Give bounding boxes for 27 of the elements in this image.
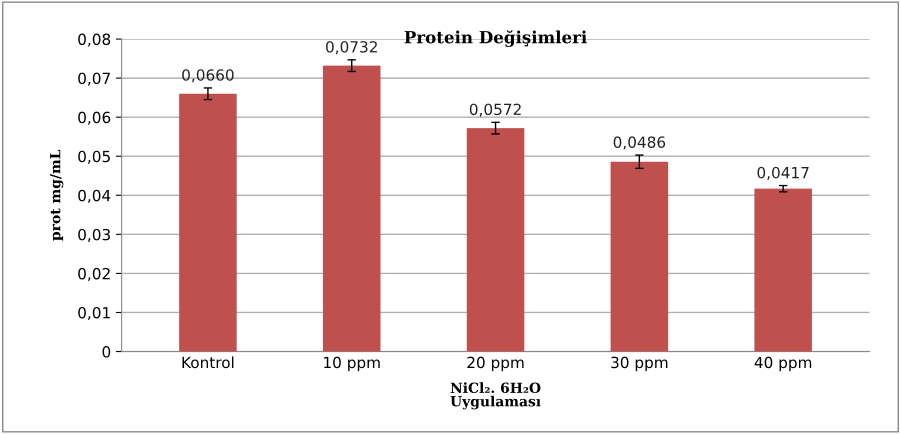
bar [322,66,380,352]
data-label: 0,0417 [757,166,809,180]
x-tick-label: 30 ppm [611,356,668,372]
bar [754,188,812,352]
bar [179,94,237,352]
data-label: 0,0660 [182,69,234,82]
x-axis-title: NiCl₂. 6H₂O Uygulaması [450,382,541,410]
chart-title: Protein Değişimleri [404,30,587,47]
y-tick-label: 0,05 [78,150,110,164]
y-tick-label: 0 [102,346,110,358]
y-tick-label: 0,03 [78,228,110,242]
x-tick-label: 10 ppm [324,356,380,372]
y-tick-label: 0,08 [78,34,110,47]
x-tick-label: Kontrol [182,356,234,368]
x-tick-label: 40 ppm [754,356,812,372]
x-tick-label: 20 ppm [467,356,524,372]
y-tick-label: 0,02 [78,268,110,281]
y-tick-label: 0,06 [78,112,110,125]
y-axis-title: prot mg/mL [50,150,64,241]
data-label: 0,0572 [470,104,521,117]
bar [610,162,668,352]
bar [466,128,524,352]
data-label: 0,0732 [326,41,377,54]
y-tick-label: 0,04 [78,190,110,203]
data-label: 0,0486 [614,136,666,150]
y-tick-label: 0,07 [78,72,110,86]
y-tick-label: 0,01 [78,306,110,320]
